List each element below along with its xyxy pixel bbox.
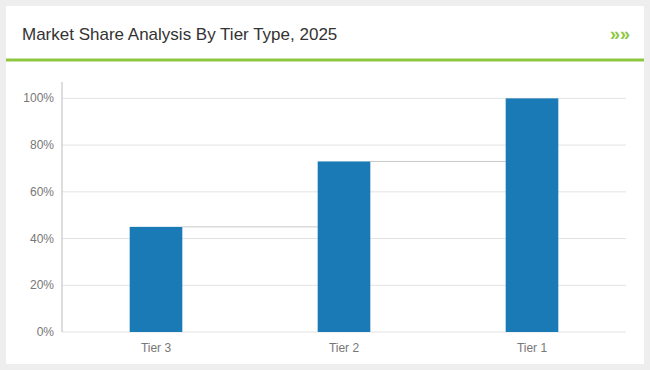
y-tick-label: 40% (30, 232, 54, 246)
background (0, 0, 650, 370)
y-tick-label: 100% (23, 91, 54, 105)
y-tick-label: 60% (30, 185, 54, 199)
connector-line (182, 226, 317, 227)
connector-line (370, 161, 505, 162)
y-tick-label: 80% (30, 138, 54, 152)
annotation: »» (610, 24, 630, 44)
chart-container: Market Share Analysis By Tier Type, 2025… (0, 0, 650, 370)
marks (130, 98, 559, 332)
y-axis-line (62, 82, 63, 332)
bar (506, 98, 559, 332)
x-tick-label: Tier 2 (329, 341, 360, 355)
bar (130, 227, 183, 332)
grid (62, 98, 626, 332)
title: Market Share Analysis By Tier Type, 2025 (22, 25, 337, 44)
chart-svg: Market Share Analysis By Tier Type, 2025… (0, 0, 650, 370)
bar (318, 161, 371, 332)
panel (6, 6, 644, 364)
y-tick-label: 20% (30, 278, 54, 292)
x-tick-label: Tier 3 (141, 341, 172, 355)
separator (6, 59, 644, 62)
y-tick-label: 0% (37, 325, 55, 339)
x-tick-label: Tier 1 (517, 341, 548, 355)
